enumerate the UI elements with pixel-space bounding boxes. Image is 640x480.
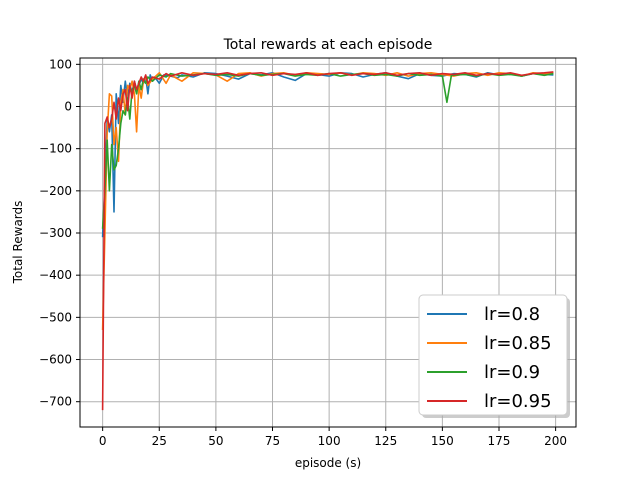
legend-label-1: lr=0.8 <box>484 304 540 325</box>
y-tick-label: 0 <box>64 99 72 113</box>
y-tick-label: −100 <box>39 142 72 156</box>
series-line-3 <box>101 72 554 229</box>
y-tick-label: −700 <box>39 395 72 409</box>
legend-label-4: lr=0.95 <box>484 391 552 412</box>
x-tick-label: 125 <box>374 434 397 448</box>
x-tick-label: 75 <box>265 434 280 448</box>
legend: lr=0.8 lr=0.85 lr=0.9 lr=0.95 <box>418 294 570 418</box>
plot-area-frame <box>79 57 577 428</box>
x-tick-label: 25 <box>152 434 167 448</box>
x-tick-label: 50 <box>208 434 223 448</box>
axis-ticks: 0 25 50 75 100 125 150 175 200 100 0 −100 −200 −300 −4… <box>39 57 567 448</box>
y-tick-label: 100 <box>49 57 72 71</box>
y-tick-label: −500 <box>39 310 72 324</box>
legend-items: lr=0.8 lr=0.85 lr=0.9 lr=0.95 <box>427 304 552 412</box>
legend-box <box>418 294 568 416</box>
y-tick-label: −600 <box>39 353 72 367</box>
y-axis-label: Total Rewards <box>11 201 25 285</box>
grid-lines <box>80 58 576 427</box>
series-line-2 <box>101 72 554 331</box>
y-tick-label: −300 <box>39 226 72 240</box>
x-axis-label: episode (s) <box>295 456 361 470</box>
y-tick-label: −400 <box>39 268 72 282</box>
legend-label-2: lr=0.85 <box>484 333 552 354</box>
x-tick-label: 200 <box>544 434 567 448</box>
x-tick-label: 150 <box>431 434 454 448</box>
y-tick-label: −200 <box>39 184 72 198</box>
series-lines <box>101 71 554 411</box>
x-tick-label: 175 <box>488 434 511 448</box>
chart-title: Total rewards at each episode <box>223 37 433 53</box>
series-line-4 <box>101 71 554 411</box>
x-tick-label: 100 <box>318 434 341 448</box>
series-line-1 <box>101 72 554 238</box>
legend-label-3: lr=0.9 <box>484 362 540 383</box>
x-tick-label: 0 <box>99 434 107 448</box>
